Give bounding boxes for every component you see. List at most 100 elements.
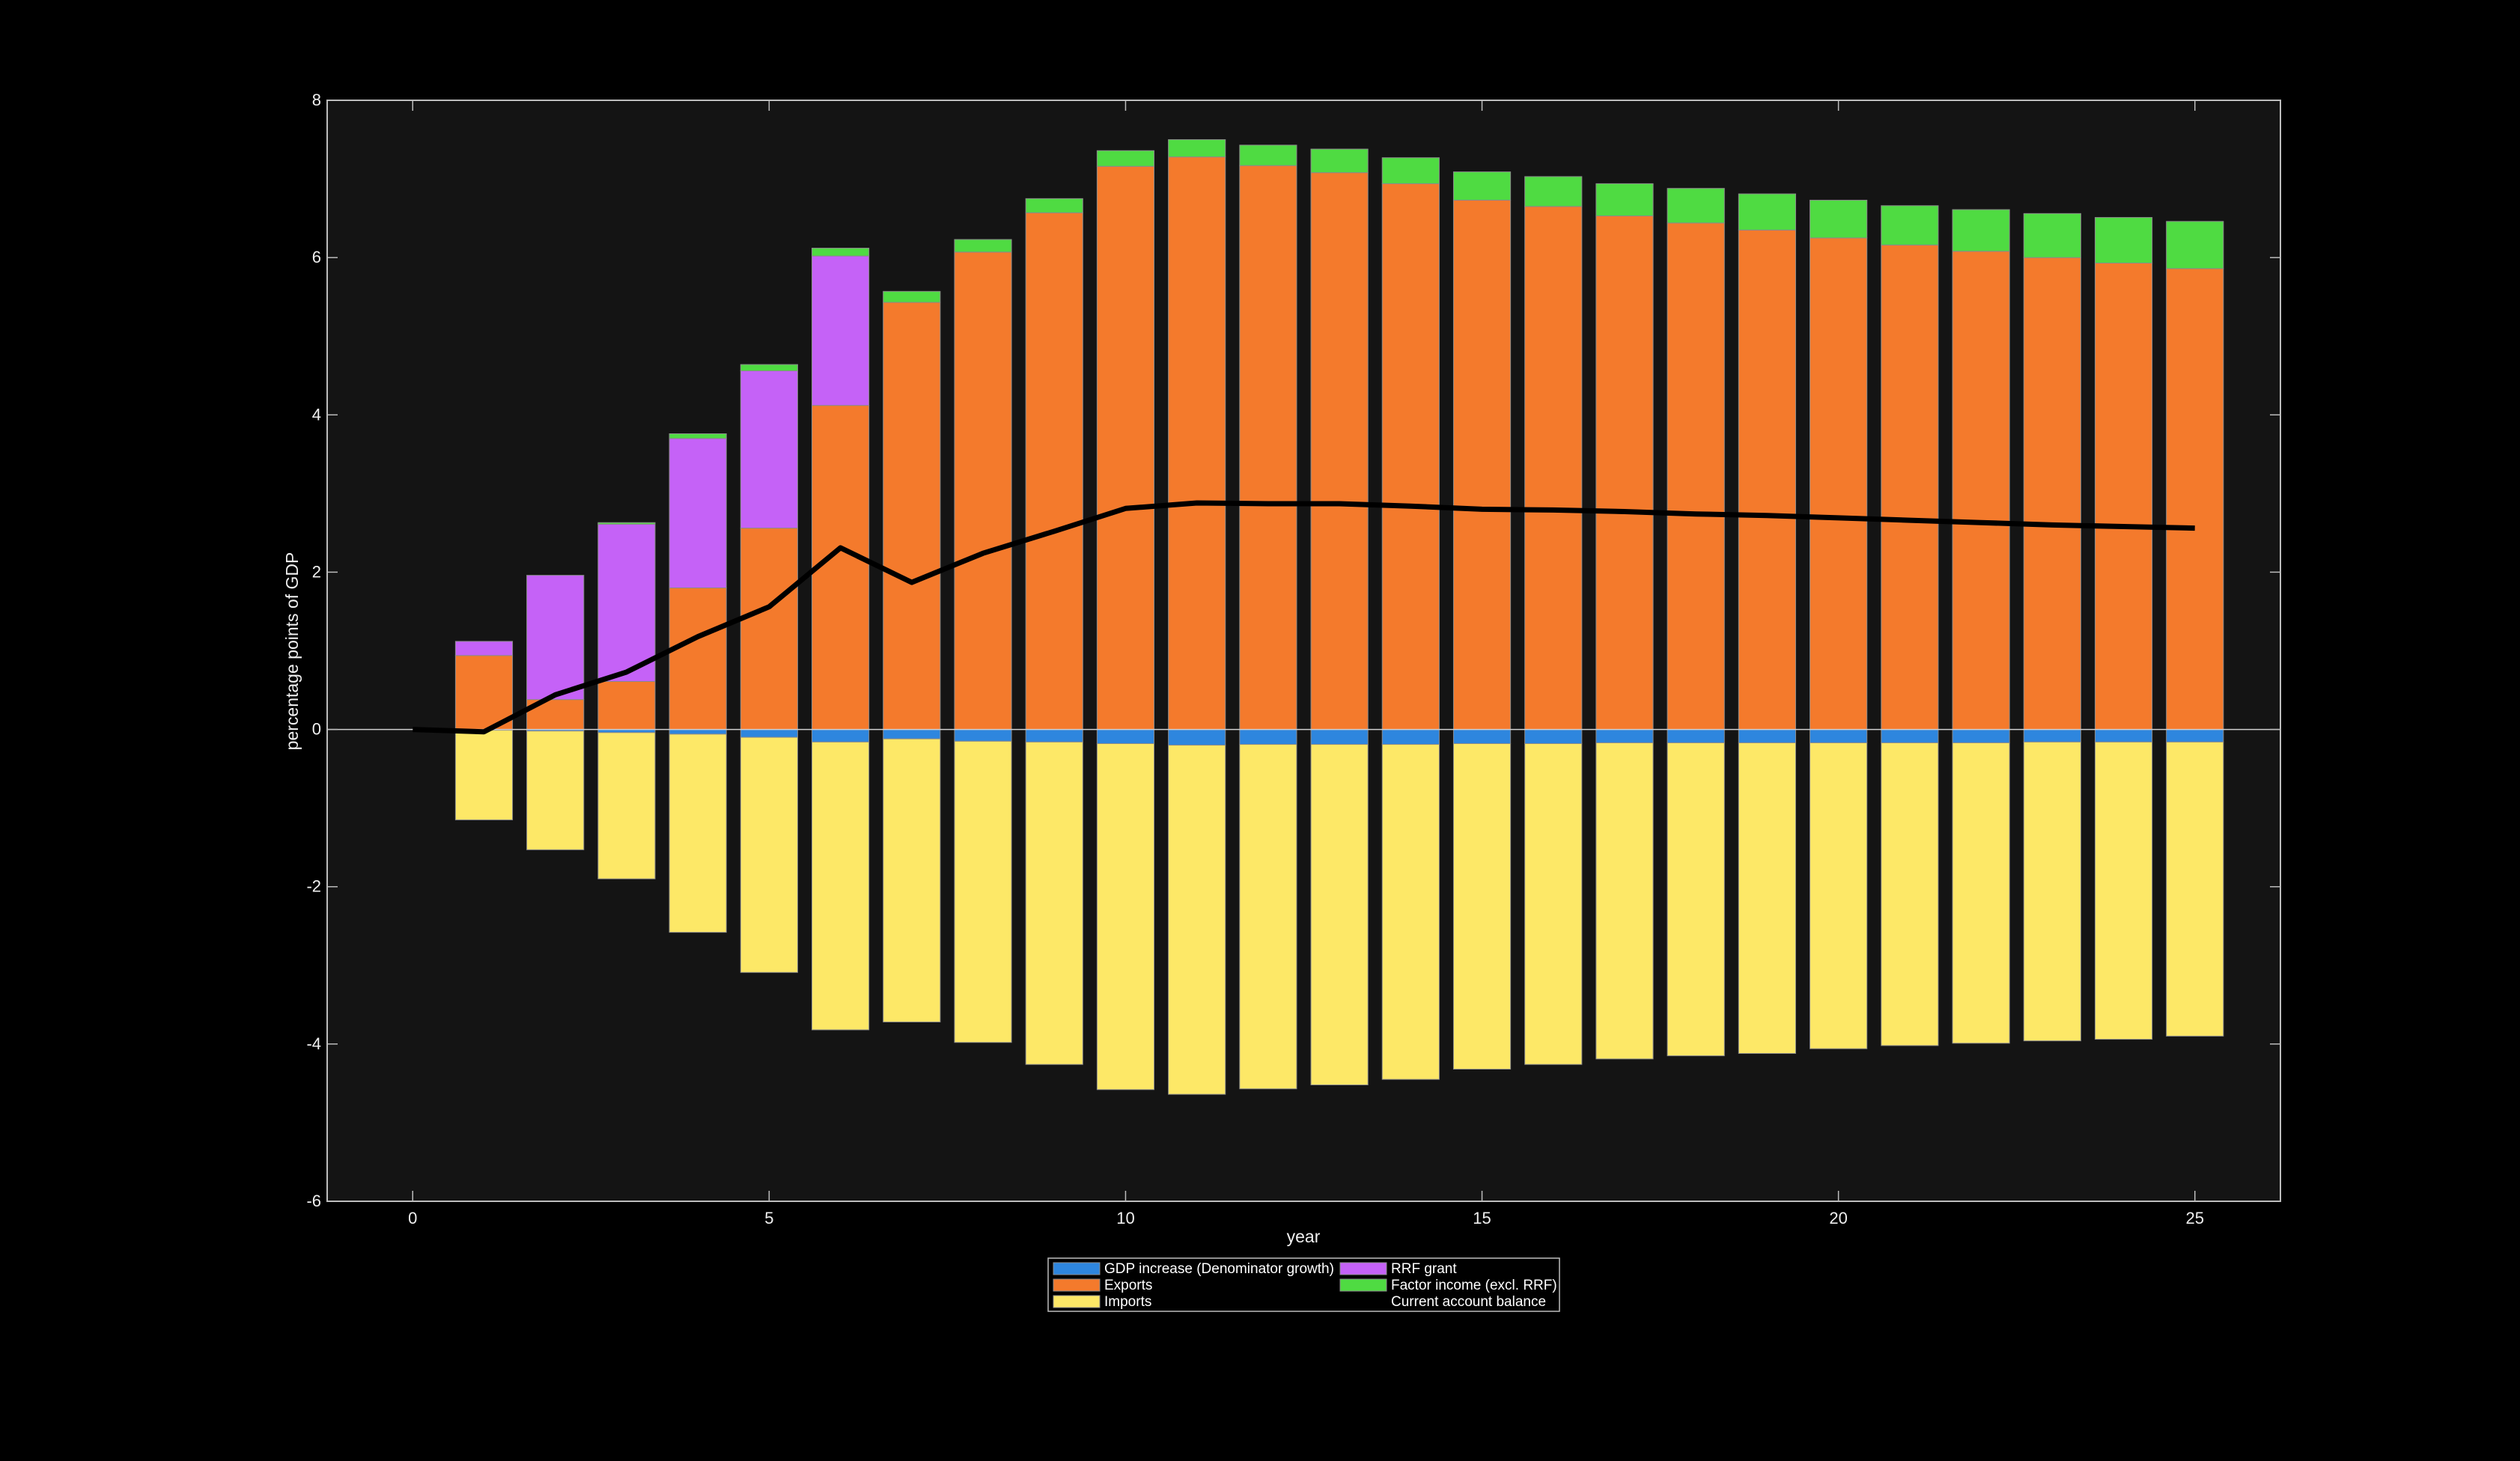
bar-exports (1025, 212, 1083, 730)
bar-factor-income-excl-rrf (1025, 198, 1083, 213)
bar-imports (1810, 742, 1868, 1049)
bar-factor-income-excl-rrf (2023, 213, 2081, 258)
bar-imports (1595, 742, 1654, 1060)
bar-imports (883, 738, 941, 1022)
legend-label-rrf-grant: RRF grant (1391, 1261, 1457, 1277)
legend-swatch-exports (1053, 1278, 1101, 1292)
bar-gdp-increase-denominator-growth (1025, 729, 1083, 742)
legend-swatch-factor-income-excl-rrf (1339, 1278, 1387, 1292)
bar-imports (1381, 744, 1440, 1080)
bar-imports (1025, 741, 1083, 1065)
bar-imports (1452, 742, 1512, 1070)
bar-imports (1667, 742, 1725, 1057)
bar-factor-income-excl-rrf (1952, 209, 2010, 252)
bar-exports (954, 251, 1012, 730)
bar-gdp-increase-denominator-growth (2094, 729, 2153, 742)
bar-factor-income-excl-rrf (1667, 188, 1725, 224)
bar-factor-income-excl-rrf (1452, 171, 1512, 201)
bar-gdp-increase-denominator-growth (883, 729, 941, 739)
y-tick-label: -2 (306, 877, 321, 896)
legend-swatch-imports (1053, 1295, 1101, 1308)
legend-label-factor-income-excl-rrf: Factor income (excl. RRF) (1391, 1278, 1557, 1293)
bar-gdp-increase-denominator-growth (1452, 729, 1512, 744)
y-tick-label: 2 (312, 562, 321, 581)
bar-exports (1524, 206, 1583, 730)
bar-exports (1239, 165, 1297, 730)
legend-swatch-gdp-increase-denominator-growth (1053, 1262, 1101, 1275)
legend: GDP increase (Denominator growth)Exports… (1047, 1257, 1560, 1312)
bar-imports (1738, 742, 1797, 1054)
y-tick-label: -6 (306, 1192, 321, 1210)
bar-factor-income-excl-rrf (1595, 183, 1654, 216)
bar-factor-income-excl-rrf (1310, 148, 1369, 174)
y-tick-label: 8 (312, 91, 321, 109)
bar-imports (1881, 742, 1939, 1046)
bar-rrf-grant (740, 370, 798, 529)
bar-gdp-increase-denominator-growth (1881, 729, 1939, 743)
bar-factor-income-excl-rrf (1168, 139, 1226, 158)
bar-exports (1952, 251, 2010, 730)
bar-imports (954, 740, 1012, 1043)
x-tick-label: 15 (1473, 1209, 1491, 1227)
legend-label-current-account-balance: Current account balance (1391, 1294, 1546, 1310)
y-tick-label: 0 (312, 720, 321, 739)
bar-factor-income-excl-rrf (1096, 150, 1155, 167)
bar-gdp-increase-denominator-growth (669, 729, 727, 735)
bar-exports (740, 528, 798, 730)
bar-imports (669, 733, 727, 933)
bar-imports (2023, 741, 2081, 1042)
bar-gdp-increase-denominator-growth (1738, 729, 1797, 743)
bar-rrf-grant (454, 641, 514, 656)
bar-imports (526, 730, 585, 850)
bar-exports (811, 405, 870, 730)
bar-gdp-increase-denominator-growth (811, 729, 870, 742)
bar-gdp-increase-denominator-growth (1595, 729, 1654, 743)
bar-gdp-increase-denominator-growth (1524, 729, 1583, 744)
y-tick-label: 4 (312, 405, 321, 424)
bar-factor-income-excl-rrf (954, 239, 1012, 253)
legend-label-exports: Exports (1104, 1278, 1152, 1293)
bar-factor-income-excl-rrf (2166, 221, 2224, 269)
y-axis-label: percentage points of GDP (282, 552, 302, 751)
bar-exports (2166, 268, 2224, 730)
bar-gdp-increase-denominator-growth (2166, 729, 2224, 742)
bar-factor-income-excl-rrf (740, 364, 798, 371)
y-tick-label: -4 (306, 1034, 321, 1053)
bar-gdp-increase-denominator-growth (1239, 729, 1297, 745)
bar-exports (1810, 237, 1868, 730)
line-layer (413, 500, 2195, 735)
bar-factor-income-excl-rrf (2094, 217, 2153, 263)
axes-layer: 0 5 10 15 20 25 -6 -4 -2 0 2 4 6 8 (306, 91, 2280, 1227)
bar-factor-income-excl-rrf (1738, 193, 1797, 231)
bar-factor-income-excl-rrf (1239, 144, 1297, 166)
bar-imports (1310, 744, 1369, 1085)
bar-factor-income-excl-rrf (1524, 176, 1583, 207)
bar-factor-income-excl-rrf (883, 290, 941, 303)
bar-factor-income-excl-rrf (1810, 199, 1868, 239)
x-axis-label: year (1287, 1227, 1321, 1246)
x-tick-label: 25 (2185, 1209, 2203, 1227)
bar-factor-income-excl-rrf (669, 433, 727, 439)
bar-gdp-increase-denominator-growth (1810, 729, 1868, 743)
legend-box (1047, 1257, 1560, 1312)
bar-rrf-grant (526, 575, 585, 701)
x-tick-label: 5 (764, 1209, 773, 1227)
bar-imports (597, 732, 656, 879)
bar-exports (883, 302, 941, 730)
bar-gdp-increase-denominator-growth (1096, 729, 1155, 744)
bar-exports (1452, 199, 1512, 730)
bar-imports (1168, 745, 1226, 1095)
series-line-current-account-balance (413, 500, 2195, 735)
x-tick-label: 20 (1829, 1209, 1847, 1227)
bar-exports (1310, 172, 1369, 730)
x-tick-label: 10 (1116, 1209, 1134, 1227)
y-tick-label: 6 (312, 248, 321, 266)
bar-gdp-increase-denominator-growth (1381, 729, 1440, 745)
bar-exports (1881, 244, 1939, 730)
bar-imports (1952, 742, 2010, 1044)
bar-gdp-increase-denominator-growth (740, 729, 798, 738)
bar-gdp-increase-denominator-growth (1168, 729, 1226, 746)
bar-exports (1738, 229, 1797, 730)
bar-factor-income-excl-rrf (1381, 157, 1440, 184)
